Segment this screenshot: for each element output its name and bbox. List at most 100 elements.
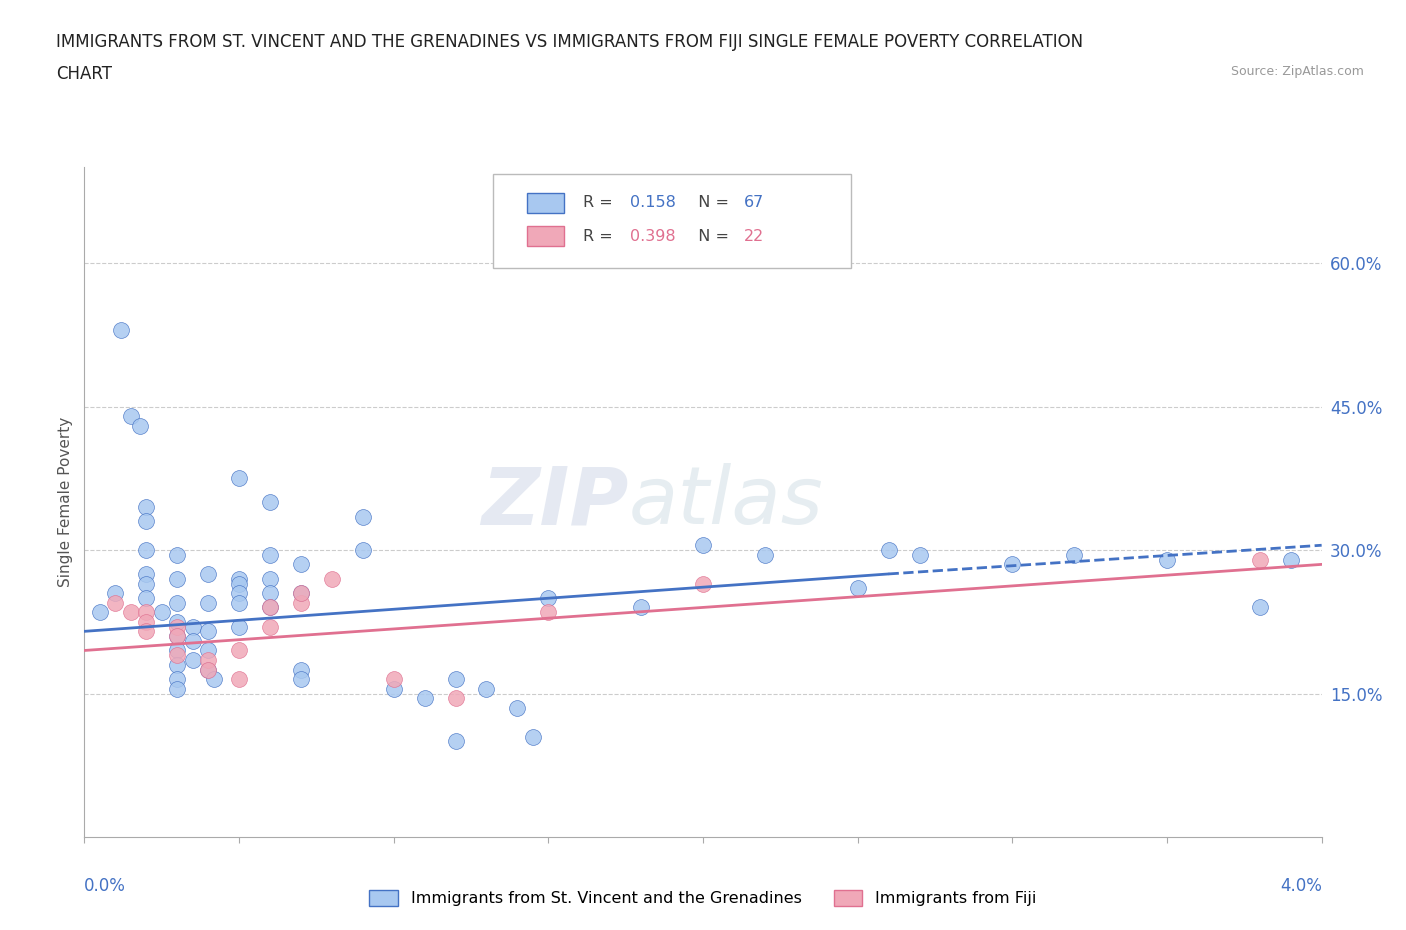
Text: 67: 67 — [744, 195, 763, 210]
Point — [352, 509, 374, 524]
Point — [290, 671, 312, 686]
Point — [104, 586, 127, 601]
Point — [135, 576, 157, 591]
Point — [166, 682, 188, 697]
Text: atlas: atlas — [628, 463, 824, 541]
Point — [259, 619, 281, 634]
Point — [181, 633, 204, 648]
Point — [181, 619, 204, 634]
Point — [166, 548, 188, 563]
Point — [1249, 552, 1271, 567]
Text: ZIP: ZIP — [481, 463, 628, 541]
Text: IMMIGRANTS FROM ST. VINCENT AND THE GRENADINES VS IMMIGRANTS FROM FIJI SINGLE FE: IMMIGRANTS FROM ST. VINCENT AND THE GREN… — [56, 33, 1084, 50]
Point — [228, 671, 250, 686]
Point — [522, 729, 544, 744]
Point — [1279, 552, 1302, 567]
Point — [228, 471, 250, 485]
Point — [908, 548, 931, 563]
Point — [692, 538, 714, 552]
Point — [259, 571, 281, 586]
Point — [120, 604, 142, 619]
FancyBboxPatch shape — [527, 193, 564, 213]
Point — [754, 548, 776, 563]
Point — [181, 653, 204, 668]
Point — [537, 591, 560, 605]
Text: N =: N = — [688, 229, 734, 244]
Point — [228, 586, 250, 601]
Point — [1063, 548, 1085, 563]
Point — [129, 418, 152, 433]
Point — [321, 571, 343, 586]
Point — [166, 658, 188, 672]
Point — [444, 671, 467, 686]
Point — [197, 662, 219, 677]
Point — [228, 619, 250, 634]
Point — [135, 624, 157, 639]
Point — [166, 619, 188, 634]
Point — [197, 643, 219, 658]
Point — [202, 671, 225, 686]
Point — [110, 323, 132, 338]
Point — [166, 671, 188, 686]
Point — [89, 604, 111, 619]
Point — [290, 557, 312, 572]
Point — [259, 586, 281, 601]
Point — [135, 615, 157, 630]
Point — [135, 566, 157, 581]
Point — [197, 566, 219, 581]
Point — [166, 629, 188, 644]
Point — [290, 662, 312, 677]
Text: Source: ZipAtlas.com: Source: ZipAtlas.com — [1230, 65, 1364, 78]
Point — [228, 571, 250, 586]
Point — [150, 604, 173, 619]
Point — [382, 682, 405, 697]
Point — [290, 586, 312, 601]
Point — [259, 495, 281, 510]
Text: 0.158: 0.158 — [630, 195, 676, 210]
Text: 0.0%: 0.0% — [84, 877, 127, 896]
Text: 0.398: 0.398 — [630, 229, 676, 244]
Y-axis label: Single Female Poverty: Single Female Poverty — [58, 417, 73, 588]
FancyBboxPatch shape — [527, 226, 564, 246]
Legend: Immigrants from St. Vincent and the Grenadines, Immigrants from Fiji: Immigrants from St. Vincent and the Gren… — [363, 884, 1043, 912]
Point — [228, 576, 250, 591]
Point — [135, 514, 157, 529]
Text: 4.0%: 4.0% — [1279, 877, 1322, 896]
Point — [877, 542, 900, 557]
Point — [506, 700, 529, 715]
Point — [104, 595, 127, 610]
Text: N =: N = — [688, 195, 734, 210]
Point — [290, 586, 312, 601]
Point — [197, 624, 219, 639]
Point — [135, 604, 157, 619]
Point — [120, 408, 142, 423]
Text: R =: R = — [583, 195, 617, 210]
Point — [166, 643, 188, 658]
Point — [228, 595, 250, 610]
Point — [135, 499, 157, 514]
Point — [692, 576, 714, 591]
Text: 22: 22 — [744, 229, 763, 244]
Point — [228, 643, 250, 658]
Point — [1001, 557, 1024, 572]
Point — [166, 615, 188, 630]
Point — [135, 542, 157, 557]
Point — [630, 600, 652, 615]
Point — [259, 600, 281, 615]
Point — [352, 542, 374, 557]
Point — [197, 595, 219, 610]
Point — [1156, 552, 1178, 567]
Point — [135, 591, 157, 605]
Point — [413, 691, 436, 706]
Point — [259, 600, 281, 615]
Point — [537, 604, 560, 619]
Point — [382, 671, 405, 686]
Point — [444, 734, 467, 749]
Point — [475, 682, 498, 697]
Point — [259, 548, 281, 563]
Point — [166, 648, 188, 663]
Point — [166, 629, 188, 644]
Point — [166, 595, 188, 610]
Point — [846, 581, 869, 596]
Point — [444, 691, 467, 706]
